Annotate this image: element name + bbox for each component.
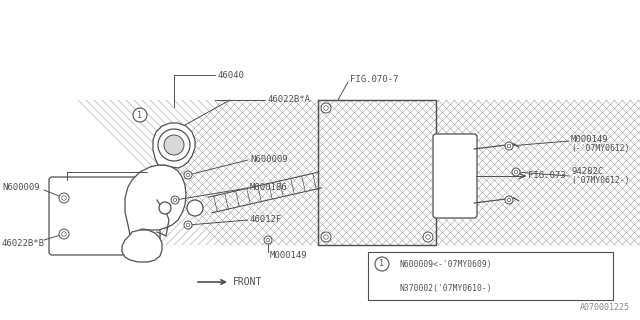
Bar [318, 100, 436, 245]
Circle shape [173, 198, 177, 202]
Text: A070001225: A070001225 [580, 303, 630, 312]
Text: ('07MY0612-): ('07MY0612-) [571, 175, 630, 185]
Circle shape [61, 232, 67, 236]
Text: M000149: M000149 [270, 252, 308, 260]
Circle shape [164, 135, 184, 155]
Circle shape [184, 221, 192, 229]
Text: 46040: 46040 [217, 70, 244, 79]
Circle shape [159, 202, 171, 214]
Text: N600009<-'07MY0609): N600009<-'07MY0609) [400, 260, 493, 268]
Circle shape [321, 232, 331, 242]
Circle shape [505, 142, 513, 150]
Polygon shape [153, 123, 195, 168]
Circle shape [375, 257, 389, 271]
Text: FIG.073: FIG.073 [528, 172, 566, 180]
Circle shape [505, 196, 513, 204]
Circle shape [158, 129, 190, 161]
Text: 94282C: 94282C [571, 167, 604, 177]
Text: FRONT: FRONT [233, 277, 262, 287]
Circle shape [512, 168, 520, 176]
Circle shape [187, 200, 203, 216]
Circle shape [507, 198, 511, 202]
FancyBboxPatch shape [433, 134, 477, 218]
Circle shape [171, 196, 179, 204]
Circle shape [61, 196, 67, 200]
Text: 46022B*B: 46022B*B [2, 239, 45, 249]
Circle shape [186, 173, 190, 177]
Text: (-'07MY0612): (-'07MY0612) [571, 143, 630, 153]
Text: M000149: M000149 [571, 134, 609, 143]
Text: FIG.070-7: FIG.070-7 [350, 76, 398, 84]
Circle shape [423, 232, 433, 242]
Circle shape [264, 236, 272, 244]
Text: M000186: M000186 [250, 183, 287, 193]
Bar [368, 252, 613, 300]
Circle shape [266, 238, 270, 242]
Text: 1: 1 [138, 110, 143, 119]
Circle shape [59, 229, 69, 239]
Text: 1: 1 [380, 260, 385, 268]
Polygon shape [125, 165, 186, 235]
Circle shape [507, 144, 511, 148]
Text: 46022B*A: 46022B*A [267, 95, 310, 105]
Bar [318, 100, 436, 245]
Text: 46012F: 46012F [250, 215, 282, 225]
Circle shape [133, 108, 147, 122]
Circle shape [426, 235, 430, 239]
Circle shape [324, 235, 328, 239]
Circle shape [514, 170, 518, 174]
Circle shape [184, 171, 192, 179]
Text: N370002('07MY0610-): N370002('07MY0610-) [400, 284, 493, 292]
Text: N600009: N600009 [250, 156, 287, 164]
Polygon shape [122, 230, 162, 262]
Circle shape [321, 103, 331, 113]
Text: N600009: N600009 [2, 183, 40, 193]
Circle shape [324, 106, 328, 110]
FancyBboxPatch shape [49, 177, 160, 255]
Circle shape [186, 223, 190, 227]
Circle shape [59, 193, 69, 203]
